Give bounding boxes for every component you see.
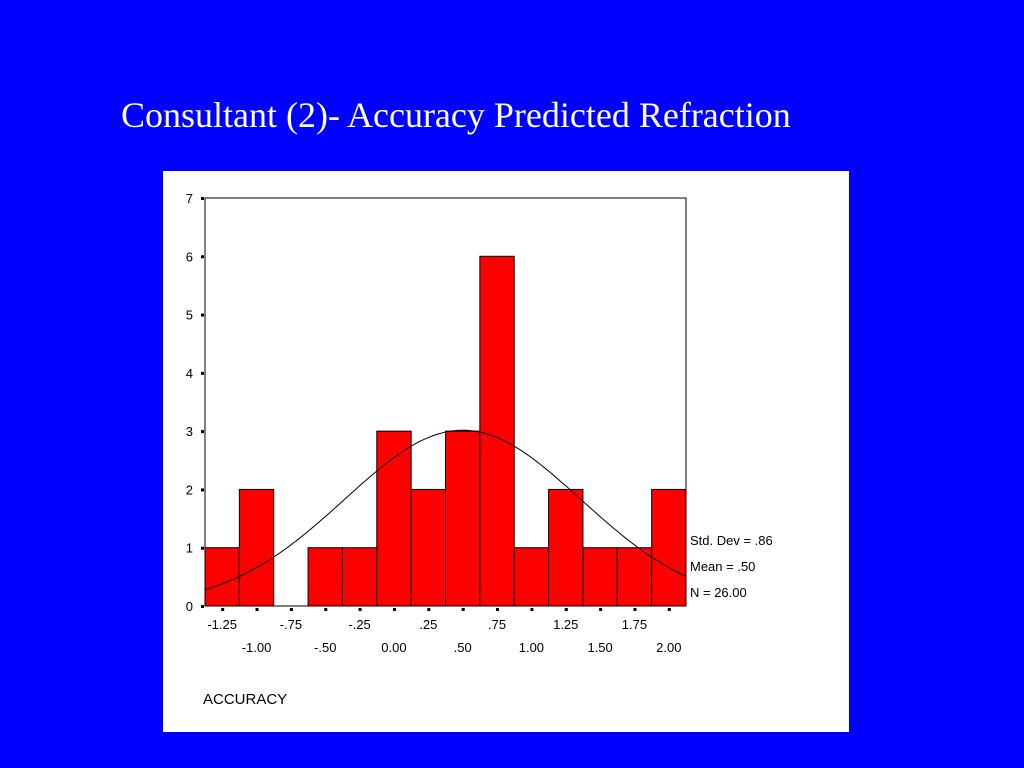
x-axis-title: ACCURACY xyxy=(203,691,287,708)
y-tick-mark xyxy=(201,430,204,434)
histogram-bar xyxy=(341,547,378,607)
x-tick-mark xyxy=(255,608,259,611)
y-tick-label: 5 xyxy=(186,308,193,323)
y-tick-label: 2 xyxy=(186,482,193,497)
x-tick-label: -1.25 xyxy=(207,617,237,632)
stats-annotation: Mean = .50 xyxy=(690,559,755,574)
x-tick-label: 1.50 xyxy=(587,640,612,655)
x-tick-label: -.25 xyxy=(348,617,370,632)
y-tick-mark xyxy=(201,255,204,259)
slide-title: Consultant (2)- Accuracy Predicted Refra… xyxy=(121,95,791,135)
y-tick-label: 3 xyxy=(186,424,193,439)
x-tick-mark xyxy=(392,608,396,611)
chart-panel: 0 1 2 3 4 5 6 7 -1.25 -.75 -.25 .25 .75 1.25 1.75 -1.0… xyxy=(163,171,849,732)
x-tick-label: 2.00 xyxy=(656,640,681,655)
x-tick-mark xyxy=(599,608,603,611)
normal-curve xyxy=(204,429,687,591)
x-tick-mark xyxy=(461,608,465,611)
x-tick-label: .75 xyxy=(488,617,506,632)
x-tick-mark xyxy=(358,608,362,611)
x-tick-label: .25 xyxy=(419,617,437,632)
x-tick-label: 0.00 xyxy=(381,640,406,655)
x-tick-mark xyxy=(633,608,637,611)
histogram-bar xyxy=(376,430,412,607)
y-tick-mark xyxy=(201,546,204,550)
x-tick-label: 1.25 xyxy=(553,617,578,632)
x-tick-label: 1.00 xyxy=(519,640,544,655)
y-tick-mark xyxy=(201,605,204,608)
histogram-bar xyxy=(548,488,584,607)
y-tick-mark xyxy=(201,313,204,317)
histogram-chart: 0 1 2 3 4 5 6 7 -1.25 -.75 -.25 .25 .75 1.25 1.75 -1.0… xyxy=(186,191,773,708)
y-tick-label: 6 xyxy=(186,249,193,264)
histogram-bar xyxy=(410,488,446,607)
y-tick-label: 0 xyxy=(186,599,193,614)
stats-annotation: Std. Dev = .86 xyxy=(690,533,773,548)
y-tick-label: 7 xyxy=(186,191,193,206)
x-tick-mark xyxy=(324,608,328,611)
histogram-bar xyxy=(445,430,481,607)
x-tick-mark xyxy=(221,608,225,611)
x-tick-mark xyxy=(427,608,431,611)
x-tick-mark xyxy=(530,608,534,611)
x-tick-mark xyxy=(496,608,500,611)
x-tick-label: -.75 xyxy=(280,617,302,632)
histogram-bar xyxy=(582,547,618,607)
x-tick-mark xyxy=(667,608,671,611)
y-tick-label: 1 xyxy=(186,541,193,556)
x-tick-label: 1.75 xyxy=(622,617,647,632)
y-tick-mark xyxy=(201,488,204,492)
stats-annotation: N = 26.00 xyxy=(690,585,747,600)
y-tick-mark xyxy=(201,197,204,200)
y-tick-mark xyxy=(201,371,204,375)
histogram-bar xyxy=(616,547,653,607)
histogram-bar xyxy=(479,255,515,607)
x-tick-label: -.50 xyxy=(314,640,336,655)
histogram-bar xyxy=(204,547,240,607)
x-tick-mark xyxy=(564,608,568,611)
histogram-bar xyxy=(307,547,343,607)
y-tick-label: 4 xyxy=(186,366,193,381)
histogram-bar xyxy=(238,488,275,607)
x-tick-mark xyxy=(289,608,293,611)
x-tick-label: .50 xyxy=(454,640,472,655)
histogram-bar xyxy=(651,488,687,607)
histogram-bar xyxy=(513,547,550,607)
x-tick-label: -1.00 xyxy=(242,640,272,655)
